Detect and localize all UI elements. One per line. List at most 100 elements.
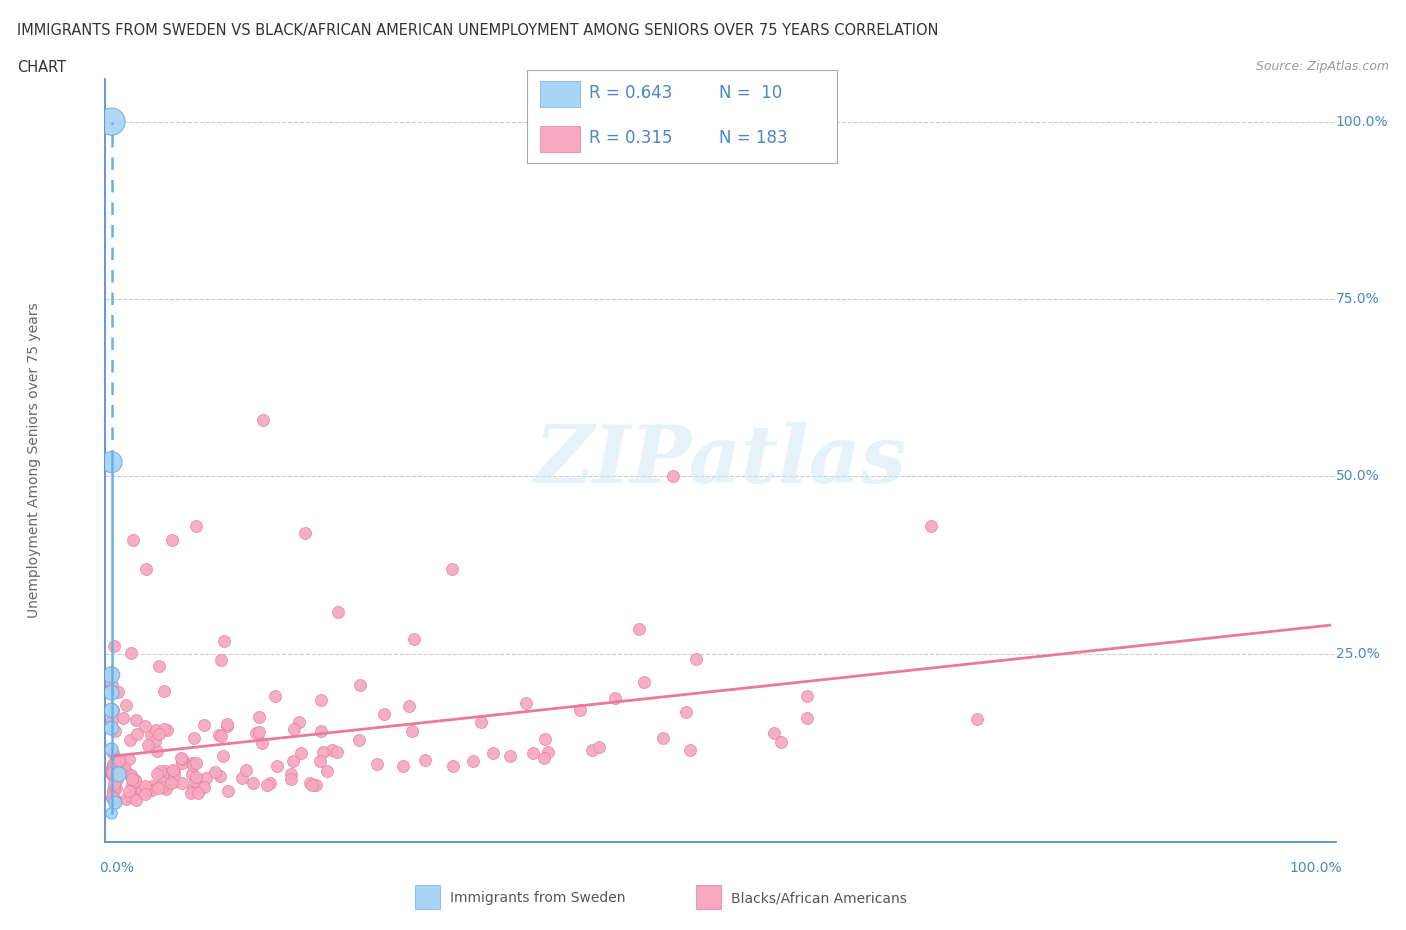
Point (187, 786, 209, 801)
Point (796, 711, 818, 725)
Point (413, 752, 436, 767)
Point (212, 634, 235, 649)
Point (581, 743, 603, 758)
Text: 0.0%: 0.0% (100, 861, 135, 875)
Point (180, 767, 202, 782)
Point (101, 757, 124, 772)
Point (440, 561, 463, 576)
Point (463, 754, 485, 769)
Point (107, 756, 129, 771)
Point (120, 790, 142, 804)
Point (328, 604, 350, 619)
Point (287, 715, 309, 730)
Point (373, 707, 395, 722)
Point (141, 783, 163, 798)
Point (193, 717, 215, 732)
Point (661, 469, 683, 484)
Point (101, 667, 124, 682)
Point (212, 749, 235, 764)
Point (114, 763, 136, 777)
Point (115, 791, 138, 806)
Point (294, 525, 316, 540)
Point (215, 716, 238, 731)
Point (304, 777, 326, 792)
Point (134, 787, 156, 802)
Point (568, 703, 591, 718)
Point (101, 702, 124, 717)
Point (101, 790, 124, 805)
Point (160, 533, 183, 548)
Point (633, 675, 655, 690)
Point (312, 745, 335, 760)
Point (685, 651, 707, 666)
Point (769, 735, 792, 750)
Point (186, 519, 208, 534)
Point (131, 783, 153, 798)
Point (121, 772, 143, 787)
Point (101, 712, 124, 727)
Point (366, 756, 388, 771)
Point (309, 693, 332, 708)
Point (103, 777, 125, 791)
Point (131, 783, 153, 798)
Point (172, 752, 194, 767)
Point (290, 746, 312, 761)
Point (920, 519, 942, 534)
Point (217, 718, 239, 733)
Point (124, 773, 146, 788)
Text: ZIPatlas: ZIPatlas (534, 421, 907, 499)
Point (162, 763, 184, 777)
Text: R = 0.315: R = 0.315 (589, 129, 672, 147)
Text: N =  10: N = 10 (718, 85, 782, 102)
Point (349, 678, 371, 693)
Point (172, 776, 194, 790)
Point (537, 744, 560, 759)
Point (101, 746, 124, 761)
Point (101, 677, 124, 692)
Text: Immigrants from Sweden: Immigrants from Sweden (450, 891, 626, 906)
Point (100, 685, 122, 700)
Point (150, 780, 173, 795)
Point (605, 690, 627, 705)
Point (104, 751, 127, 765)
Point (125, 792, 148, 807)
Point (120, 767, 142, 782)
Point (146, 767, 169, 782)
Point (120, 645, 142, 660)
Point (136, 737, 159, 752)
Point (534, 732, 557, 747)
Point (115, 698, 138, 713)
Point (163, 767, 186, 782)
Text: IMMIGRANTS FROM SWEDEN VS BLACK/AFRICAN AMERICAN UNEMPLOYMENT AMONG SENIORS OVER: IMMIGRANTS FROM SWEDEN VS BLACK/AFRICAN … (17, 23, 938, 38)
Point (100, 766, 122, 781)
Point (149, 764, 172, 778)
Point (148, 780, 170, 795)
Point (247, 710, 270, 724)
Point (100, 764, 122, 779)
Point (482, 745, 505, 760)
Point (118, 733, 141, 748)
Point (242, 776, 264, 790)
Point (121, 772, 143, 787)
Point (118, 783, 141, 798)
Point (209, 652, 232, 667)
Point (183, 730, 205, 745)
Point (181, 758, 204, 773)
Point (392, 758, 415, 773)
Point (515, 696, 537, 711)
Point (209, 728, 232, 743)
Point (148, 659, 170, 674)
Point (283, 754, 305, 769)
Text: 100.0%: 100.0% (1336, 114, 1388, 128)
Point (121, 777, 143, 792)
Point (155, 781, 177, 796)
Point (235, 763, 257, 777)
Point (134, 718, 156, 733)
Point (100, 805, 122, 820)
Point (138, 780, 160, 795)
Text: 50.0%: 50.0% (1336, 470, 1379, 484)
Point (100, 703, 122, 718)
Point (194, 771, 217, 786)
Point (134, 778, 156, 793)
Point (100, 114, 122, 129)
